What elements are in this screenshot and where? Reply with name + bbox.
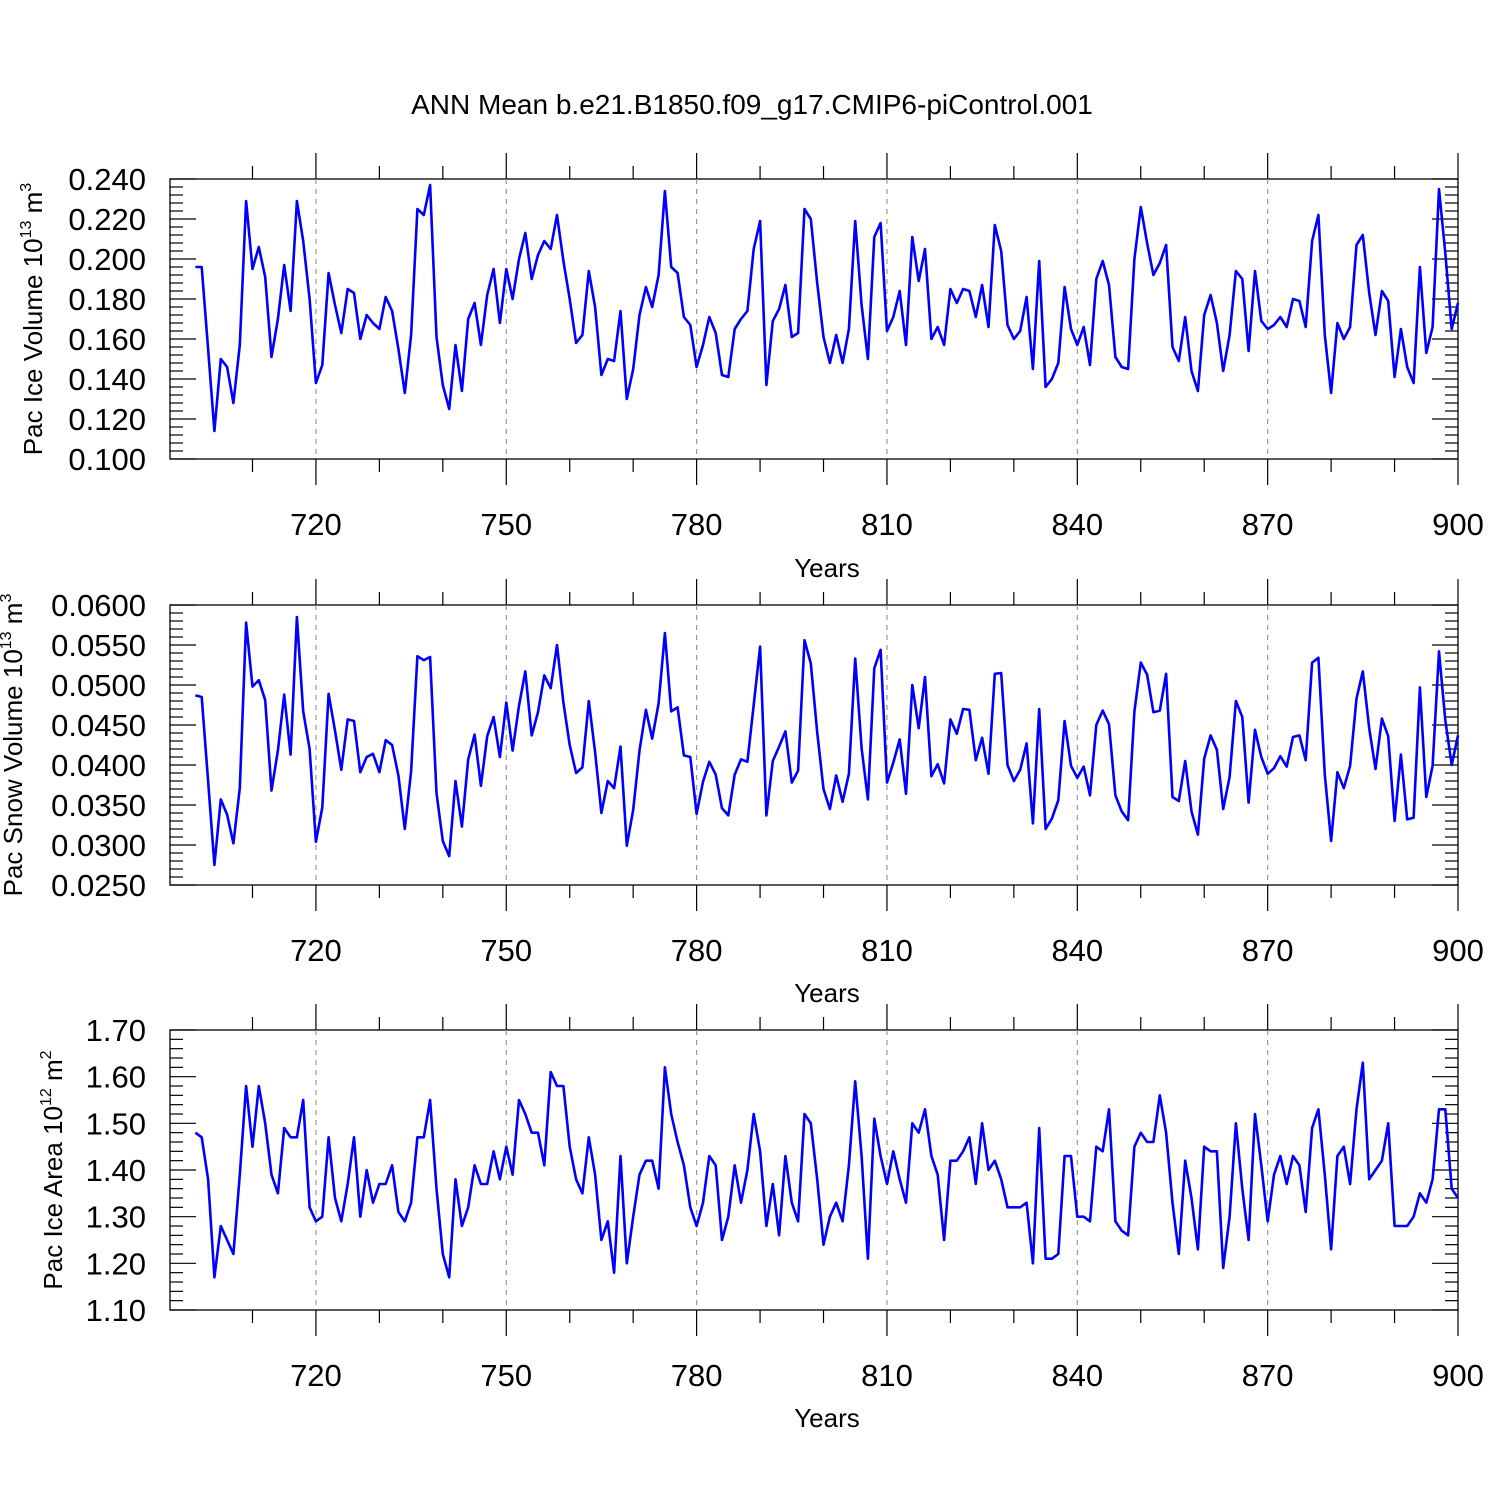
y-tick-label: 0.0400 — [51, 748, 146, 783]
ice-area-x-ticks: 720 750 780 810 840 870 900 — [251, 1004, 1484, 1393]
ice-volume-grid — [315, 179, 1269, 459]
ice-volume-y-axis-label: Pac Ice Volume 1013 m3 — [18, 183, 48, 456]
ice-volume-plot-frame — [169, 178, 1459, 460]
y-tick-label: 1.20 — [86, 1246, 146, 1281]
y-tick-label: 0.0600 — [51, 588, 146, 623]
x-tick-label: 720 — [290, 933, 342, 968]
y-tick-label: 0.160 — [68, 322, 146, 357]
x-tick-label: 750 — [480, 507, 532, 542]
x-tick-label: 750 — [480, 933, 532, 968]
snow-volume-grid — [315, 605, 1269, 885]
ice-area-series-line — [194, 1061, 1460, 1279]
y-tick-label: 1.40 — [86, 1153, 146, 1188]
ice-volume-y-ticks: 0.100 0.120 0.140 0.160 0.180 0.200 0.220 0.240 — [68, 162, 1458, 477]
snow-volume-data-points — [195, 616, 1459, 866]
x-tick-label: 720 — [290, 1358, 342, 1393]
ice-area-plot-frame — [169, 1029, 1459, 1311]
y-tick-label: 0.220 — [68, 202, 146, 237]
snow-volume-panel: 720 750 780 810 840 870 900 0.0250 0.0300 0.0350… — [0, 579, 1484, 1008]
ice-area-panel: 720 750 780 810 840 870 900 1.101.201.301.401.… — [38, 1004, 1484, 1433]
x-tick-label: 870 — [1242, 933, 1294, 968]
y-tick-label: 0.240 — [68, 162, 146, 197]
x-tick-label: 900 — [1432, 1358, 1484, 1393]
snow-volume-y-ticks: 0.0250 0.0300 0.0350 0.0400 0.0450 0.0500 0.05… — [51, 588, 1458, 903]
y-tick-label: 0.100 — [68, 442, 146, 477]
y-tick-label: 1.10 — [86, 1293, 146, 1328]
x-tick-label: 810 — [861, 933, 913, 968]
ice-area-grid — [315, 1030, 1269, 1310]
y-tick-label: 0.0450 — [51, 708, 146, 743]
y-tick-label: 1.50 — [86, 1106, 146, 1141]
x-tick-label: 870 — [1242, 1358, 1294, 1393]
y-tick-label: 0.200 — [68, 242, 146, 277]
ice-area-y-axis-label: Pac Ice Area 1012 m2 — [38, 1050, 68, 1289]
x-tick-label: 840 — [1051, 933, 1103, 968]
ice-volume-panel: 720 750 780 810 840 870 900 0.1000.1200.1400.1… — [18, 153, 1484, 583]
x-tick-label: 840 — [1051, 507, 1103, 542]
y-tick-label: 0.0500 — [51, 668, 146, 703]
ice-volume-data-points — [195, 184, 1459, 432]
x-tick-label: 900 — [1432, 507, 1484, 542]
ice-volume-x-ticks: 720 750 780 810 840 870 900 — [251, 153, 1484, 542]
figure-title: ANN Mean b.e21.B1850.f09_g17.CMIP6-piCon… — [411, 89, 1093, 120]
y-tick-label: 0.0250 — [51, 868, 146, 903]
snow-volume-series-line — [195, 615, 1460, 867]
x-tick-label: 780 — [671, 933, 723, 968]
y-tick-label: 0.0350 — [51, 788, 146, 823]
snow-volume-x-axis-label: Years — [794, 978, 860, 1008]
ice-volume-series-line — [195, 183, 1460, 433]
x-tick-label: 750 — [480, 1358, 532, 1393]
ice-area-data-points — [195, 1062, 1459, 1278]
y-tick-label: 1.70 — [86, 1013, 146, 1048]
x-tick-label: 810 — [861, 507, 913, 542]
y-tick-label: 0.120 — [68, 402, 146, 437]
snow-volume-plot-frame — [169, 604, 1459, 886]
x-tick-label: 840 — [1051, 1358, 1103, 1393]
ice-area-x-axis-label: Years — [794, 1403, 860, 1433]
x-tick-label: 780 — [671, 507, 723, 542]
y-tick-label: 1.60 — [86, 1060, 146, 1095]
x-tick-label: 720 — [290, 507, 342, 542]
snow-volume-y-axis-label: Pac Snow Volume 1013 m3 — [0, 594, 28, 897]
x-tick-label: 870 — [1242, 507, 1294, 542]
x-tick-label: 780 — [671, 1358, 723, 1393]
ice-volume-x-axis-label: Years — [794, 553, 860, 583]
y-tick-label: 0.0300 — [51, 828, 146, 863]
ice-area-y-ticks: 1.10 1.20 1.30 1.40 1.50 1.60 1.70 — [86, 1013, 1458, 1328]
x-tick-label: 900 — [1432, 933, 1484, 968]
y-tick-label: 0.140 — [68, 362, 146, 397]
y-tick-label: 0.180 — [68, 282, 146, 317]
snow-volume-x-ticks: 720 750 780 810 840 870 900 — [251, 579, 1484, 968]
x-tick-label: 810 — [861, 1358, 913, 1393]
y-tick-label: 1.30 — [86, 1200, 146, 1235]
y-tick-label: 0.0550 — [51, 628, 146, 663]
